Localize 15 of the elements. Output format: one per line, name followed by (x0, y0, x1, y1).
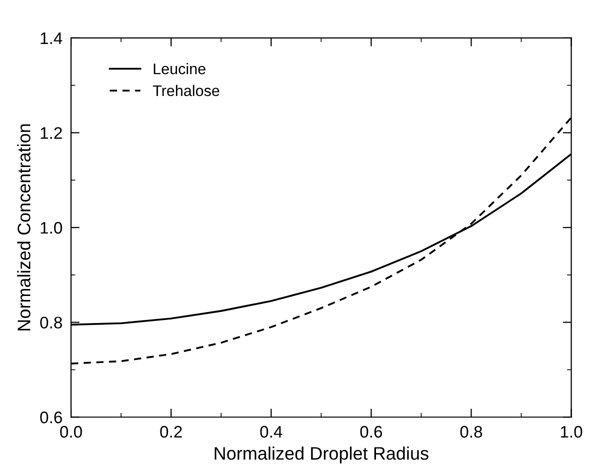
y-tick-label: 1.0 (40, 222, 62, 234)
x-tick-label: 0.8 (460, 426, 482, 438)
x-tick-label: 1.0 (560, 426, 582, 438)
x-axis-title: Normalized Droplet Radius (214, 446, 428, 464)
y-tick-label: 0.6 (40, 412, 62, 424)
y-tick-label: 1.4 (40, 32, 62, 44)
legend-label: Leucine (154, 63, 206, 74)
y-tick-label: 0.8 (40, 316, 62, 329)
y-tick-label: 1.2 (40, 127, 62, 139)
x-tick-label: 0.4 (260, 426, 282, 438)
x-tick-label: 0.2 (160, 426, 182, 438)
x-tick-label: 0.0 (60, 426, 82, 438)
y-axis-title: Normalized Concentration (17, 124, 30, 330)
x-tick-label: 0.6 (360, 426, 382, 438)
legend-label: Trehalose (152, 84, 220, 96)
